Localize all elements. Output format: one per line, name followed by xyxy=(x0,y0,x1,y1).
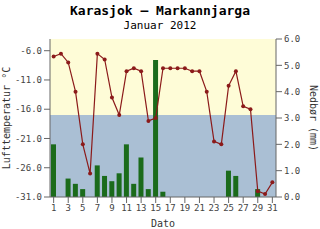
svg-text:3: 3 xyxy=(66,203,71,213)
svg-text:-6.0: -6.0 xyxy=(20,46,42,56)
svg-text:11: 11 xyxy=(121,203,132,213)
svg-text:3.0: 3.0 xyxy=(284,113,300,123)
svg-text:-31.0: -31.0 xyxy=(15,192,42,202)
svg-text:5.0: 5.0 xyxy=(284,61,300,71)
svg-text:Lufttemperatur °C: Lufttemperatur °C xyxy=(8,67,12,169)
svg-text:13: 13 xyxy=(136,203,147,213)
svg-text:31: 31 xyxy=(267,203,278,213)
svg-text:Nedbør (mm): Nedbør (mm) xyxy=(308,85,312,151)
svg-text:7: 7 xyxy=(95,203,100,213)
html-text:Karasjok – Markannjarga: Karasjok – Markannjarga xyxy=(70,3,250,18)
html-text:Januar 2012: Januar 2012 xyxy=(123,19,197,32)
svg-text:-16.0: -16.0 xyxy=(15,104,42,114)
svg-text:6.0: 6.0 xyxy=(284,34,300,44)
svg-text:-11.0: -11.0 xyxy=(15,75,42,85)
svg-text:19: 19 xyxy=(179,203,190,213)
svg-text:25: 25 xyxy=(223,203,234,213)
svg-text:1: 1 xyxy=(51,203,56,213)
svg-text:Dato: Dato xyxy=(151,218,175,229)
svg-text:1.0: 1.0 xyxy=(284,166,300,176)
svg-text:9: 9 xyxy=(109,203,114,213)
svg-text:27: 27 xyxy=(238,203,249,213)
svg-text:23: 23 xyxy=(209,203,220,213)
svg-text:4.0: 4.0 xyxy=(284,87,300,97)
svg-text:2.0: 2.0 xyxy=(284,140,300,150)
svg-text:15: 15 xyxy=(150,203,161,213)
svg-text:-21.0: -21.0 xyxy=(15,134,42,144)
svg-text:0.0: 0.0 xyxy=(284,192,300,202)
svg-text:29: 29 xyxy=(252,203,263,213)
svg-text:17: 17 xyxy=(165,203,176,213)
svg-text:-26.0: -26.0 xyxy=(15,163,42,173)
svg-text:21: 21 xyxy=(194,203,205,213)
svg-text:5: 5 xyxy=(80,203,85,213)
